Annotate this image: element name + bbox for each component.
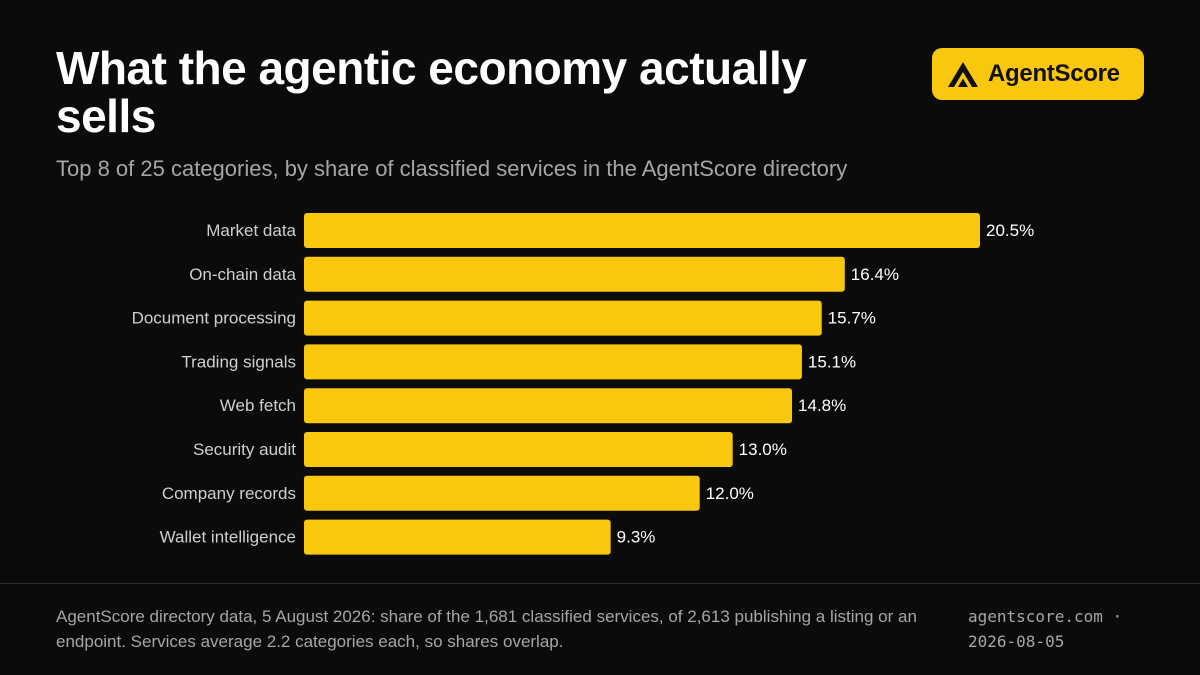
value-label: 13.0%: [739, 440, 787, 459]
category-label: Document processing: [132, 309, 296, 328]
bar: [304, 213, 980, 248]
value-label: 14.8%: [798, 396, 846, 415]
source-date: 2026-08-05: [968, 632, 1065, 651]
bar: [304, 344, 802, 380]
value-label: 20.5%: [986, 221, 1034, 240]
bar: [304, 475, 700, 511]
category-label: Web fetch: [220, 396, 296, 415]
logo-text: AgentScore: [988, 60, 1120, 87]
bar: [304, 388, 793, 424]
chart-subtitle: Top 8 of 25 categories, by share of clas…: [56, 156, 848, 181]
value-label: 16.4%: [851, 265, 899, 284]
category-label: Security audit: [193, 440, 296, 459]
bar: [304, 519, 611, 555]
footer-divider: [0, 583, 1200, 584]
bar: [304, 300, 822, 336]
bar: [304, 256, 845, 292]
value-label: 9.3%: [617, 528, 656, 547]
bar: [304, 432, 733, 467]
category-label: Wallet intelligence: [160, 528, 296, 547]
agentscore-logo: AgentScore: [932, 48, 1144, 100]
value-label: 15.7%: [828, 309, 876, 328]
source-credit: agentscore.com · 2026-08-05: [968, 604, 1158, 654]
category-label: Trading signals: [181, 352, 296, 371]
value-label: 12.0%: [706, 484, 754, 503]
footnote: AgentScore directory data, 5 August 2026…: [56, 607, 917, 651]
value-label: 15.1%: [808, 352, 856, 371]
category-label: Company records: [162, 484, 296, 503]
agentscore-logo-icon: [948, 62, 978, 87]
category-label: Market data: [206, 221, 296, 240]
category-label: On-chain data: [189, 265, 296, 284]
chart-title: What the agentic economy actually sells: [56, 42, 807, 142]
source-site: agentscore.com ·: [968, 607, 1123, 626]
bar-chart: Market data 20.5% On-chain data 16.4% Docume…: [132, 213, 1034, 555]
